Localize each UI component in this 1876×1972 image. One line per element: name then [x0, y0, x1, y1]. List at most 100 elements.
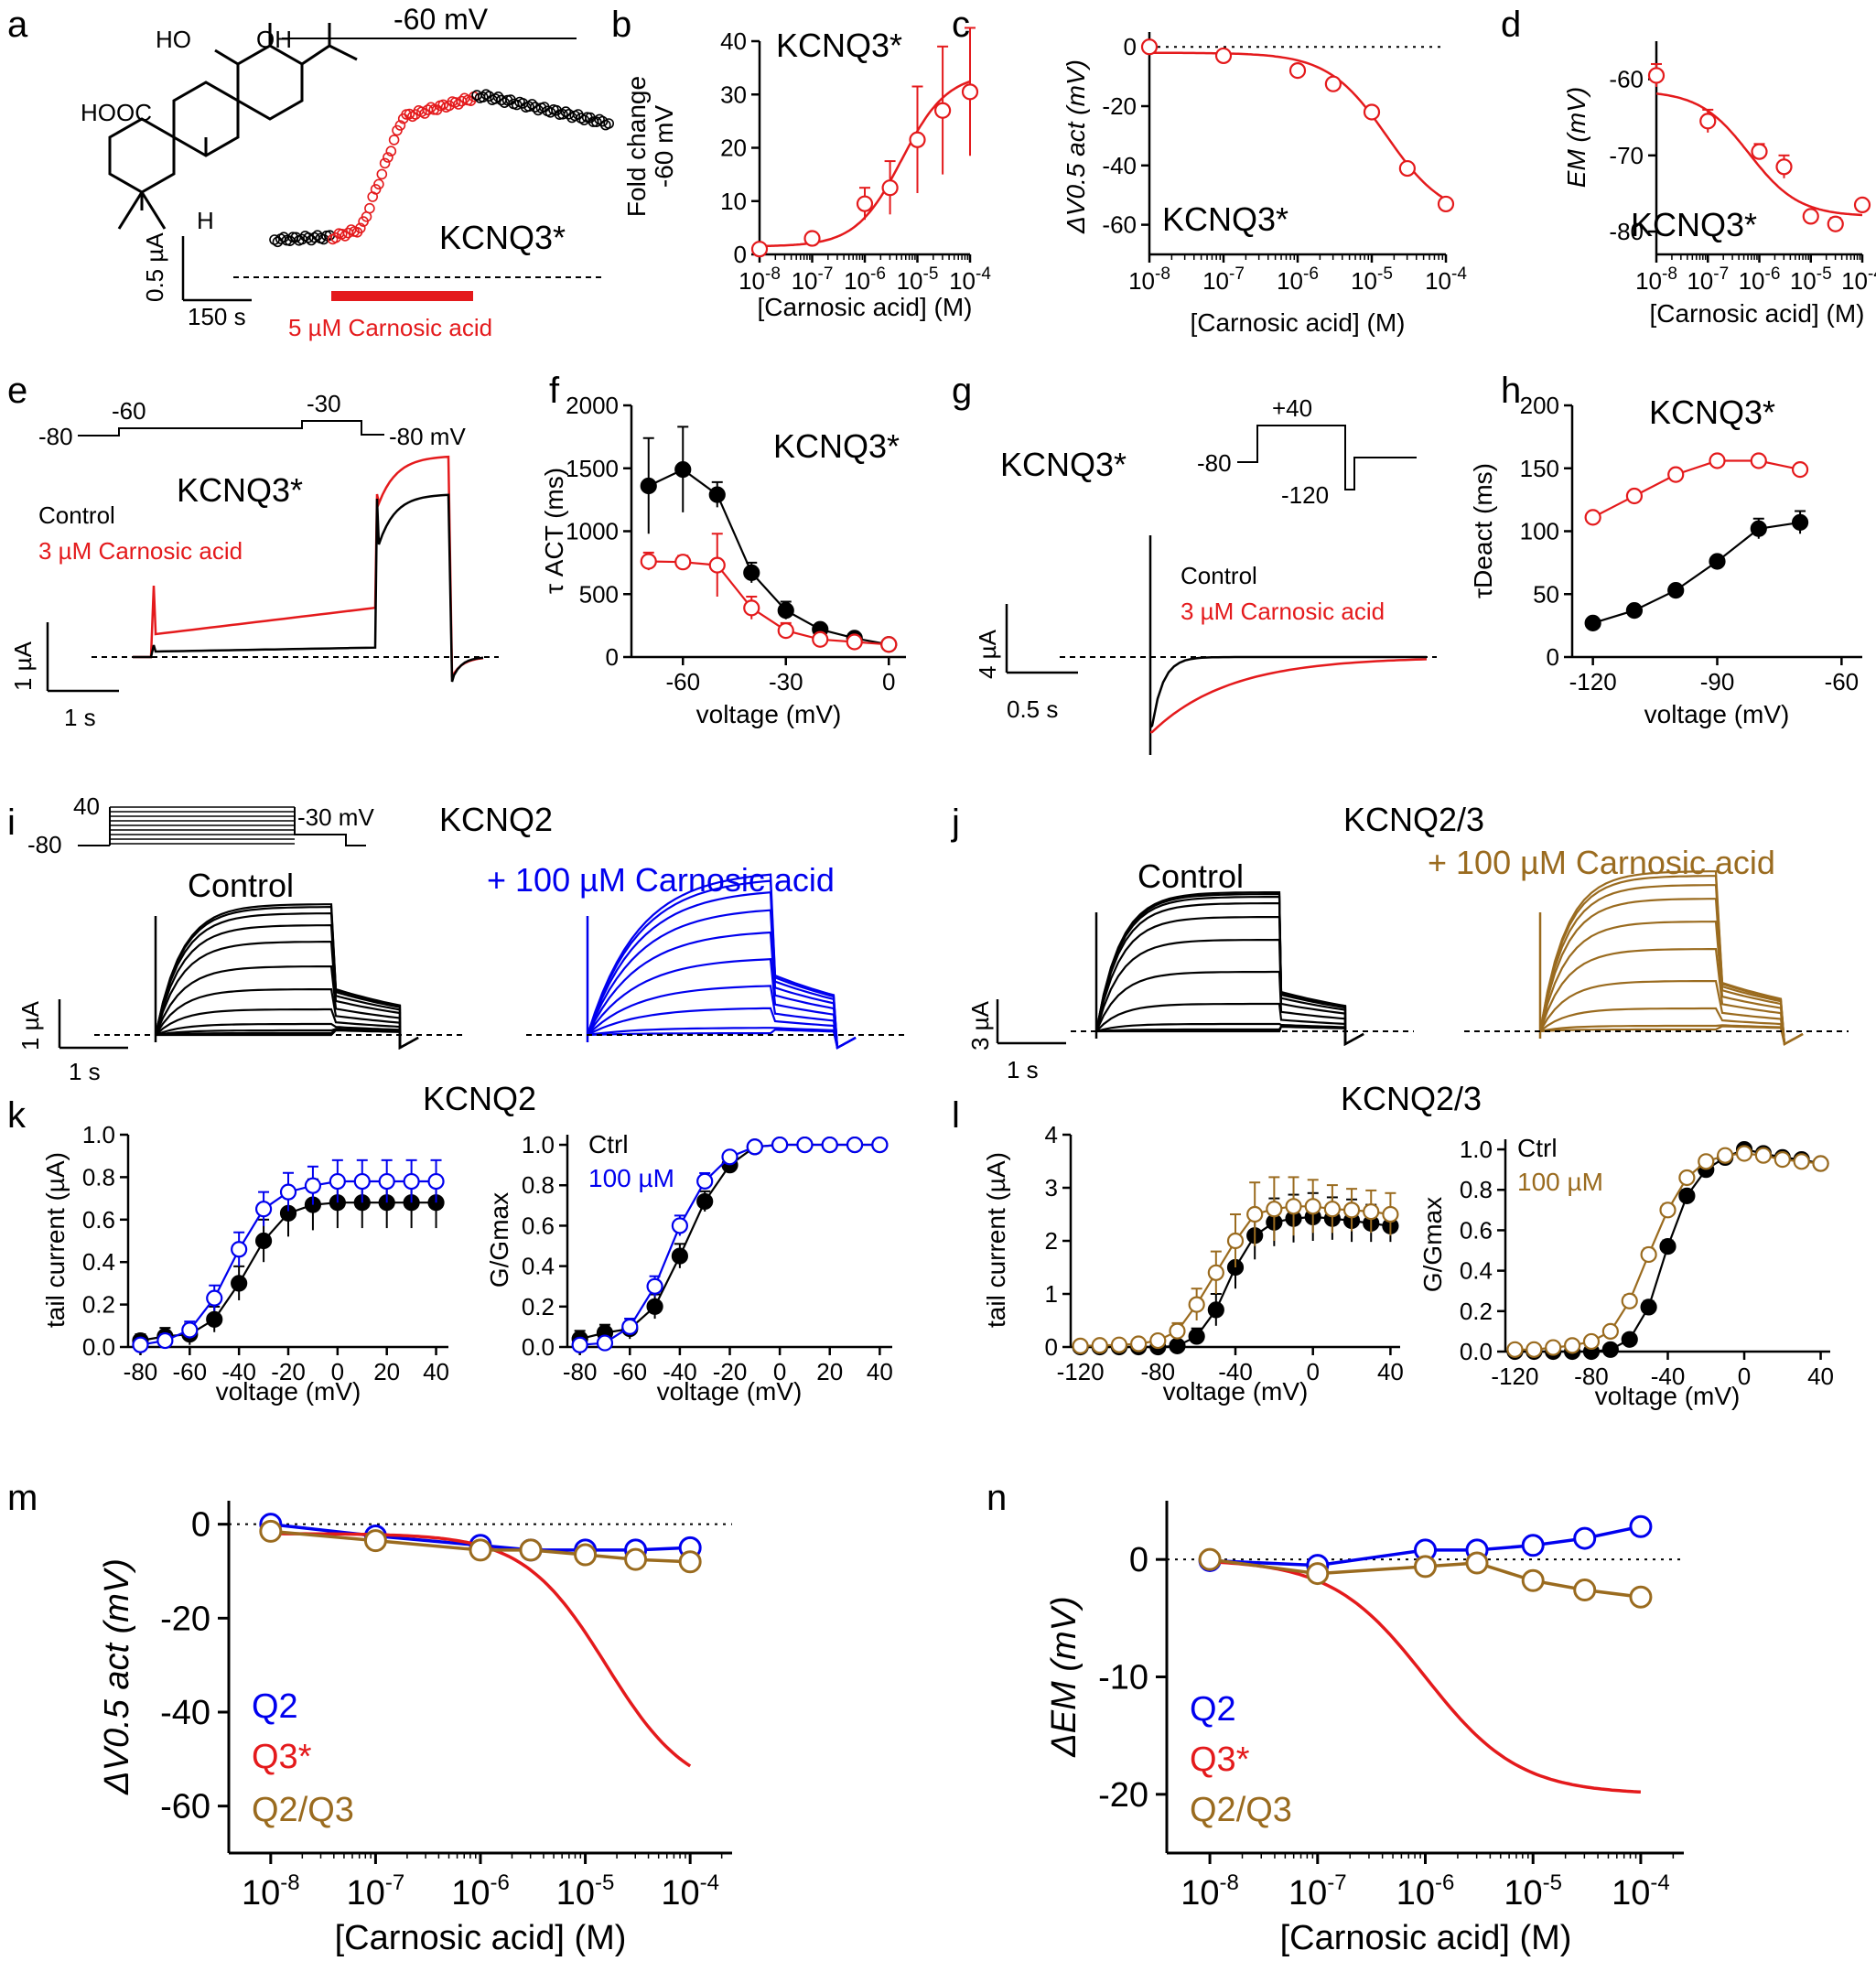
data-point-blue [304, 1177, 322, 1194]
x-tick-label: -80 [1574, 1363, 1609, 1390]
sweep-7 [1094, 902, 1364, 1046]
data-point-black [1678, 1187, 1696, 1204]
chem-hooc: HOOC [81, 99, 152, 126]
data-point-red [856, 195, 874, 212]
panel-label-l: l [952, 1095, 960, 1136]
y-axis-title: -60 mV [650, 105, 678, 189]
e-v2: -60 [112, 397, 146, 425]
x-tick-label: 0 [882, 668, 895, 695]
y-tick-label: 1.0 [82, 1121, 115, 1148]
protocol-tail [294, 807, 366, 846]
data-point-red [1791, 461, 1809, 479]
y-tick-label: 100 [1520, 518, 1559, 545]
chart-k1: -80 -60 -40 -20 0 20 40 0.0 0.2 0.4 0.6 0.8 1.0 volta… [41, 1121, 449, 1406]
data-point-black [743, 564, 760, 581]
time-point [394, 120, 406, 131]
data-point-brown [1545, 1339, 1562, 1356]
sweep-7 [586, 891, 857, 1050]
y-tick-label: 4 [1045, 1121, 1058, 1148]
time-point [385, 145, 397, 156]
time-point [354, 222, 366, 234]
data-point-blue [427, 1172, 445, 1191]
data-point-brown [678, 1550, 702, 1574]
data-point-red [1647, 67, 1666, 84]
data-point-red [1398, 159, 1416, 178]
chem-h: H [197, 207, 214, 234]
data-point-blue [671, 1217, 688, 1234]
j-title: KCNQ2/3 [1343, 801, 1484, 838]
data-point-red [909, 131, 926, 148]
i-v-tail: -30 mV [297, 803, 374, 831]
data-point-brown [1363, 1202, 1380, 1221]
data-point-brown [1521, 1568, 1545, 1592]
y-tick-label: 500 [579, 580, 619, 608]
x-tick-label: 10-8 [1181, 1870, 1239, 1913]
y-axis-title: τ ACT (ms) [540, 468, 568, 594]
x-axis-title: voltage (mV) [1595, 1382, 1741, 1410]
data-point-blue [721, 1148, 739, 1166]
y-tick-label: -10 [1098, 1659, 1148, 1697]
data-point-blue [353, 1172, 371, 1191]
time-point [477, 92, 489, 102]
series-line-black [1592, 521, 1801, 624]
x-tick-label: 10-8 [739, 264, 781, 295]
j-control-label: Control [1137, 857, 1244, 895]
time-point [388, 135, 400, 145]
panel-label-a: a [7, 5, 28, 45]
y-tick-label: 1.0 [1460, 1136, 1493, 1163]
data-point-black [1750, 520, 1767, 537]
i-v-top: 40 [73, 792, 100, 820]
x-axis-title: voltage (mV) [216, 1377, 361, 1406]
m-legend-q23: Q2/Q3 [252, 1791, 354, 1829]
y-tick-label: 1500 [566, 455, 619, 482]
carnosic-acid-structure [108, 23, 358, 230]
sweep-6 [154, 965, 419, 1050]
y-tick-label: -60 [1102, 211, 1137, 239]
panel-e: e -80 -60 -30 -80 mV KCNQ3* Control 3 µM… [7, 371, 499, 731]
y-tick-label: -20 [160, 1600, 210, 1638]
data-point-brown [1169, 1322, 1186, 1340]
g-title: KCNQ3* [1000, 446, 1127, 483]
j-drug-label: + 100 µM Carnosic acid [1428, 844, 1775, 881]
data-point-brown [1717, 1147, 1734, 1164]
chart-f-title: KCNQ3* [773, 427, 900, 465]
x-tick-label: 10-6 [1277, 264, 1319, 295]
x-tick-label: 10-8 [242, 1870, 300, 1913]
j-scale-y-label: 3 µA [966, 1000, 994, 1051]
n-legend-q23: Q2/Q3 [1190, 1791, 1292, 1829]
series-line-red [1592, 459, 1801, 519]
data-point-brown [1342, 1202, 1361, 1219]
y-tick-label: 1 [1045, 1280, 1058, 1308]
data-point-red [750, 241, 769, 258]
data-point-brown [1698, 1153, 1715, 1170]
data-point-red [961, 83, 979, 101]
sweep-9 [1538, 870, 1804, 1046]
data-point-brown [1198, 1547, 1222, 1571]
data-point-blue [821, 1136, 838, 1154]
x-tick-label: -60 [1825, 668, 1860, 695]
data-point-red [1667, 466, 1685, 483]
data-point-brown [1793, 1153, 1810, 1170]
y-tick-label: 0 [1129, 1541, 1148, 1579]
x-tick-label: 40 [423, 1358, 449, 1385]
y-tick-label: 0.0 [522, 1333, 555, 1361]
panel-label-c: c [952, 5, 970, 45]
x-tick-label: 40 [867, 1358, 893, 1385]
chart-h-title: KCNQ3* [1649, 393, 1775, 431]
data-point-black [1709, 553, 1726, 570]
g-scale-y-label: 4 µA [974, 629, 1001, 679]
sweep-3 [155, 1022, 419, 1050]
x-tick-label: -40 [663, 1358, 697, 1385]
data-point-black [1667, 582, 1685, 599]
y-tick-label: 0.4 [522, 1253, 555, 1280]
sweep-6 [1538, 898, 1804, 1046]
x-tick-label: 10-8 [1128, 264, 1170, 295]
panel-a-trace [269, 89, 615, 248]
x-axis-title: [Carnosic acid] (M) [335, 1919, 627, 1957]
g-protocol [1237, 425, 1417, 490]
data-point-blue [181, 1321, 199, 1339]
data-point-blue [796, 1136, 814, 1154]
panel-label-e: e [7, 371, 27, 411]
y-axis-title: G/Gmax [485, 1192, 513, 1288]
x-tick-label: 10-4 [1841, 264, 1876, 295]
